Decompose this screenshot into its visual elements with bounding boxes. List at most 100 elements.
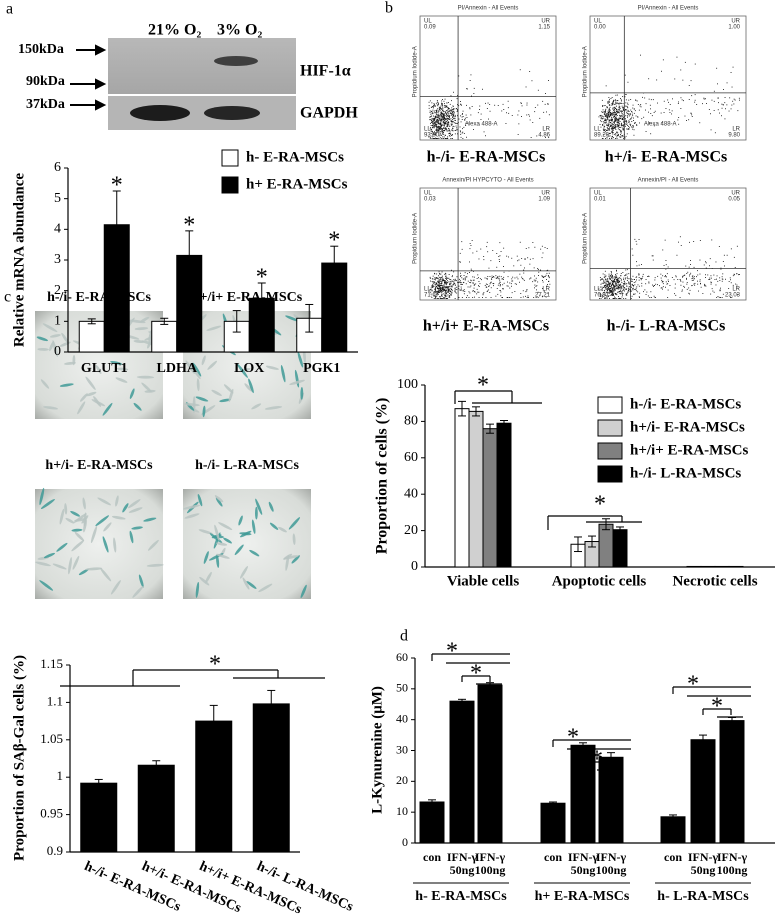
event-dot xyxy=(432,285,434,287)
event-dot xyxy=(480,113,482,115)
event-dot xyxy=(619,129,621,131)
event-dot xyxy=(434,105,436,107)
event-dot xyxy=(471,270,473,271)
cell xyxy=(251,519,256,534)
cell xyxy=(223,384,234,394)
event-dot xyxy=(716,67,718,69)
event-dot xyxy=(619,127,621,128)
event-dot xyxy=(606,292,608,294)
error-bar xyxy=(500,419,508,427)
event-dot xyxy=(547,284,548,285)
event-dot xyxy=(438,291,440,293)
event-dot xyxy=(458,75,460,77)
event-dot xyxy=(618,103,620,105)
event-dot xyxy=(619,136,621,138)
event-dot xyxy=(618,297,620,299)
event-dot xyxy=(657,275,659,277)
event-dot xyxy=(630,286,632,288)
event-dot xyxy=(609,127,611,129)
event-dot xyxy=(602,117,604,119)
event-dot xyxy=(441,285,443,287)
event-dot xyxy=(430,125,432,126)
event-dot xyxy=(666,273,668,275)
y-axis-label: Proportion of SAβ-Gal cells (%) xyxy=(11,655,27,861)
event-dot xyxy=(621,282,623,283)
event-dot xyxy=(435,135,437,137)
event-dot xyxy=(618,134,619,135)
event-dot xyxy=(630,109,632,111)
event-dot xyxy=(607,113,609,115)
event-dot xyxy=(610,126,612,127)
event-dot xyxy=(601,296,603,298)
event-dot xyxy=(608,101,610,103)
event-dot xyxy=(613,121,615,123)
event-dot xyxy=(444,123,446,125)
event-dot xyxy=(693,241,695,242)
event-dot xyxy=(653,295,655,297)
event-dot xyxy=(446,138,447,139)
event-dot xyxy=(648,78,650,80)
event-dot xyxy=(617,103,619,105)
bar xyxy=(719,720,745,844)
significance-star: * xyxy=(446,639,458,665)
event-dot xyxy=(441,102,443,104)
event-dot xyxy=(686,277,687,279)
event-dot xyxy=(477,112,479,114)
event-dot xyxy=(692,275,694,277)
event-dot xyxy=(601,290,603,291)
event-dot xyxy=(631,121,633,122)
event-dot xyxy=(539,294,541,296)
event-dot xyxy=(604,278,606,280)
event-dot xyxy=(620,287,622,289)
event-dot xyxy=(496,288,498,289)
event-dot xyxy=(499,279,501,281)
event-dot xyxy=(609,133,610,134)
event-dot xyxy=(441,295,443,297)
event-dot xyxy=(451,291,453,293)
event-dot xyxy=(434,295,436,297)
event-dot xyxy=(520,293,522,294)
event-dot xyxy=(439,291,441,293)
event-dot xyxy=(614,113,616,115)
event-dot xyxy=(620,292,622,294)
event-dot xyxy=(440,125,442,127)
event-dot xyxy=(619,117,621,119)
event-dot xyxy=(640,106,642,108)
event-dot xyxy=(509,297,510,298)
event-dot xyxy=(548,137,550,138)
event-dot xyxy=(608,112,610,113)
event-dot xyxy=(444,118,446,119)
event-dot xyxy=(710,277,712,279)
event-dot xyxy=(602,294,603,296)
event-dot xyxy=(600,279,602,281)
event-dot xyxy=(732,284,734,286)
event-dot xyxy=(451,100,452,102)
event-dot xyxy=(613,285,615,287)
event-dot xyxy=(605,85,607,87)
event-dot xyxy=(600,114,602,116)
event-dot xyxy=(433,126,435,128)
event-dot xyxy=(603,127,605,129)
event-dot xyxy=(434,292,436,294)
event-dot xyxy=(449,115,451,117)
event-dot xyxy=(611,113,613,114)
event-dot xyxy=(450,287,452,289)
event-dot xyxy=(606,106,608,108)
event-dot xyxy=(657,284,658,286)
event-dot xyxy=(717,280,719,282)
event-dot xyxy=(435,286,437,287)
event-dot xyxy=(445,281,447,282)
event-dot xyxy=(437,101,438,103)
event-dot xyxy=(627,107,629,109)
event-dot xyxy=(613,278,615,280)
event-dot xyxy=(613,101,614,102)
error-bar xyxy=(549,801,557,805)
event-dot xyxy=(541,245,543,247)
event-dot xyxy=(441,119,442,121)
event-dot xyxy=(611,287,613,289)
event-dot xyxy=(460,288,462,290)
event-dot xyxy=(465,283,467,285)
event-dot xyxy=(601,112,603,113)
event-dot xyxy=(437,284,438,286)
event-dot xyxy=(501,297,503,298)
